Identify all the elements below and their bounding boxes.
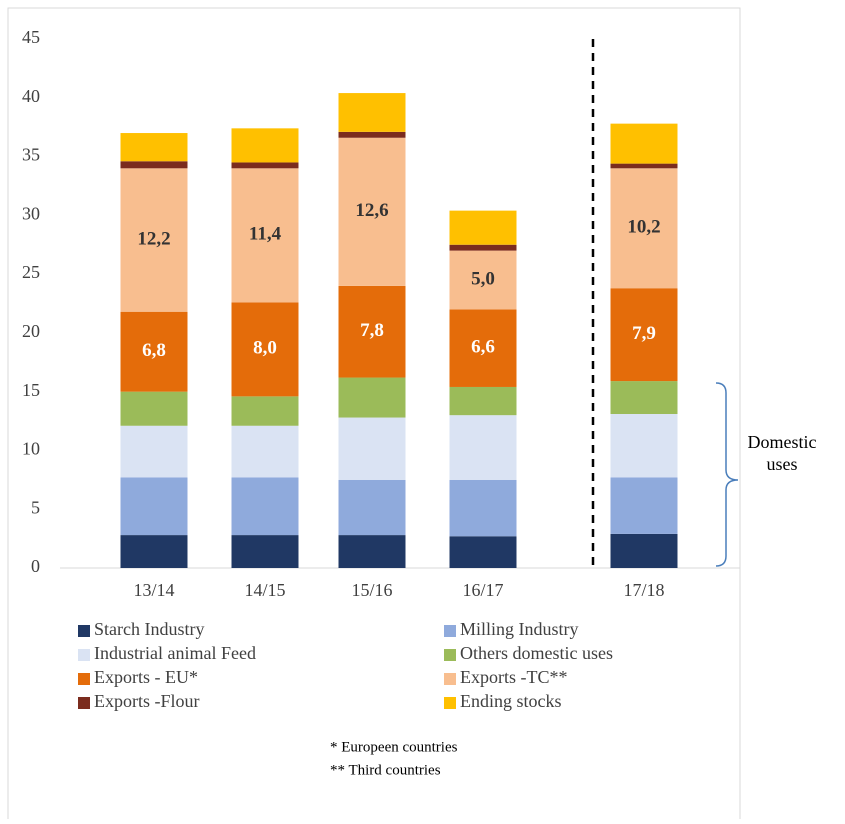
y-tick-label: 15 bbox=[22, 380, 40, 400]
legend-label: Starch Industry bbox=[94, 619, 204, 639]
bar-segment bbox=[120, 477, 188, 536]
chart-border bbox=[7, 7, 741, 824]
bar-segment bbox=[120, 168, 188, 312]
legend-swatch bbox=[78, 673, 90, 685]
legend-swatch bbox=[444, 625, 456, 637]
bar-segment bbox=[231, 168, 299, 303]
annotation: Domestic uses bbox=[748, 432, 817, 474]
legend-label: Others domestic uses bbox=[460, 643, 613, 663]
bar-segment bbox=[338, 131, 406, 138]
x-tick-label: 13/14 bbox=[133, 580, 174, 600]
footnote: * Europeen countries bbox=[330, 739, 458, 755]
value-label: 12,2 bbox=[137, 228, 170, 249]
x-tick-label: 17/18 bbox=[623, 580, 664, 600]
legend-swatch bbox=[78, 697, 90, 709]
y-tick-label: 40 bbox=[22, 86, 40, 106]
bar-segment bbox=[120, 133, 188, 162]
bar-segment bbox=[449, 244, 517, 251]
value-label: 8,0 bbox=[253, 338, 277, 359]
bar-segment bbox=[231, 128, 299, 163]
bar-segment bbox=[120, 391, 188, 426]
bar-segment bbox=[338, 535, 406, 568]
bar-segment bbox=[231, 162, 299, 169]
bar-segment bbox=[610, 477, 678, 534]
bar-segment bbox=[231, 425, 299, 478]
bar-segment bbox=[338, 377, 406, 418]
footnote: ** Third countries bbox=[330, 762, 441, 778]
bar-segment bbox=[449, 309, 517, 387]
legend-label: Exports - EU* bbox=[94, 667, 198, 687]
bar-segment bbox=[610, 381, 678, 415]
bar-segment bbox=[338, 93, 406, 132]
legend-swatch bbox=[78, 625, 90, 637]
value-label: 7,9 bbox=[632, 323, 656, 344]
legend-label: Exports -TC** bbox=[460, 667, 568, 687]
value-label: 5,0 bbox=[471, 268, 495, 289]
bar-segment bbox=[120, 311, 188, 392]
bar-segment bbox=[231, 535, 299, 568]
bar-segment bbox=[120, 535, 188, 568]
y-tick-label: 35 bbox=[22, 145, 40, 165]
value-label: 6,6 bbox=[471, 337, 495, 358]
bar-segment bbox=[120, 425, 188, 478]
bar-segment bbox=[449, 250, 517, 310]
x-tick-label: 15/16 bbox=[351, 580, 392, 600]
bar-segment bbox=[610, 168, 678, 289]
value-label: 6,8 bbox=[142, 340, 166, 361]
bar-segment bbox=[610, 414, 678, 478]
bar-segment bbox=[231, 302, 299, 397]
legend-label: Exports -Flour bbox=[94, 691, 200, 711]
value-label: 7,8 bbox=[360, 320, 384, 341]
bar-segment bbox=[231, 477, 299, 536]
value-label: 10,2 bbox=[627, 217, 660, 238]
bar-segment bbox=[338, 137, 406, 286]
brace bbox=[715, 382, 739, 567]
x-tick-label: 16/17 bbox=[462, 580, 503, 600]
value-label: 12,6 bbox=[355, 200, 388, 221]
bar-segment bbox=[449, 536, 517, 568]
bar-segment bbox=[449, 210, 517, 245]
bar-segment bbox=[610, 533, 678, 568]
bar-segment bbox=[120, 161, 188, 169]
legend-label: Milling Industry bbox=[460, 619, 579, 639]
bar-segment bbox=[449, 479, 517, 537]
bar-segment bbox=[338, 417, 406, 480]
bar-segment bbox=[449, 386, 517, 416]
bar-segment bbox=[610, 163, 678, 169]
x-tick-label: 14/15 bbox=[244, 580, 285, 600]
value-label: 11,4 bbox=[249, 224, 282, 245]
bar-segment bbox=[231, 396, 299, 426]
legend-swatch bbox=[444, 673, 456, 685]
legend-label: Ending stocks bbox=[460, 691, 562, 711]
legend-swatch bbox=[444, 649, 456, 661]
y-tick-label: 25 bbox=[22, 262, 40, 282]
y-tick-label: 45 bbox=[22, 27, 40, 47]
y-tick-label: 0 bbox=[31, 556, 40, 576]
y-tick-label: 10 bbox=[22, 439, 40, 459]
bar-segment bbox=[338, 285, 406, 378]
legend-label: Industrial animal Feed bbox=[94, 643, 256, 663]
y-tick-label: 20 bbox=[22, 321, 40, 341]
legend-swatch bbox=[444, 697, 456, 709]
bar-segment bbox=[610, 123, 678, 164]
bar-segment bbox=[338, 479, 406, 536]
legend-swatch bbox=[78, 649, 90, 661]
y-tick-label: 30 bbox=[22, 203, 40, 223]
bar-segment bbox=[610, 288, 678, 382]
y-tick-label: 5 bbox=[31, 497, 40, 517]
bar-segment bbox=[449, 415, 517, 480]
